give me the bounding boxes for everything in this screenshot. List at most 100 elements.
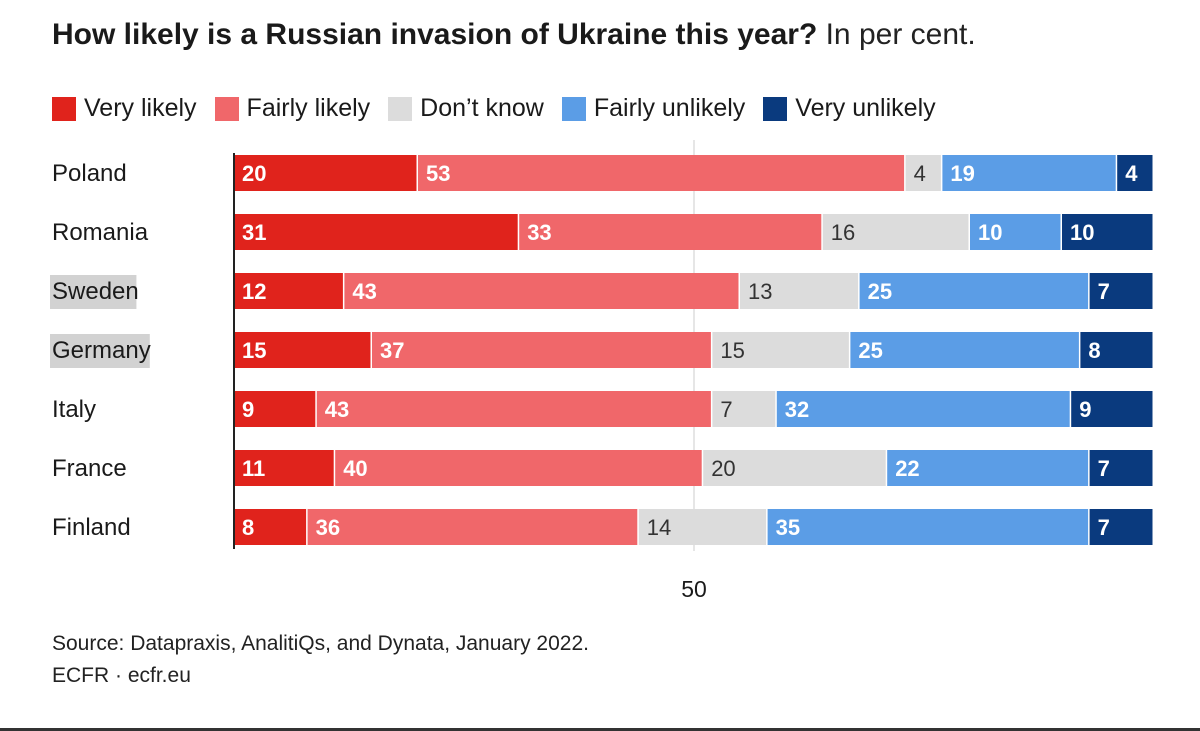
- bar-segment: [740, 273, 859, 309]
- data-label: 15: [720, 338, 744, 363]
- legend-item-very-likely: Very likely: [52, 94, 197, 123]
- bar-segment: [703, 450, 886, 486]
- stacked-bar-chart: Poland 20 53 4 19 4 Romania 31 33 16 10 10 Sweden 12 4…: [50, 140, 1153, 600]
- category-label: Italy: [52, 396, 96, 423]
- bar-segment: [859, 273, 1089, 309]
- data-label: 16: [831, 220, 855, 245]
- bar-segment: [712, 391, 776, 427]
- bar-segment: [234, 509, 307, 545]
- data-label: 32: [785, 397, 809, 422]
- chart-title-unit: In per cent.: [817, 18, 976, 51]
- bar-segment: [1062, 214, 1153, 250]
- data-label: 10: [978, 220, 1002, 245]
- legend-label: Very likely: [84, 94, 197, 122]
- bar-segment: [712, 332, 849, 368]
- bar-segment: [767, 509, 1089, 545]
- data-label: 7: [1098, 515, 1110, 540]
- bar-segment: [1089, 273, 1153, 309]
- category-label-highlight: [50, 334, 150, 368]
- data-label: 37: [380, 338, 404, 363]
- bar-segment: [822, 214, 969, 250]
- data-label: 7: [1098, 279, 1110, 304]
- bar-segment: [234, 214, 518, 250]
- bar-segment: [887, 450, 1089, 486]
- bar-segment: [638, 509, 767, 545]
- bar-segment: [307, 509, 638, 545]
- chart-title: How likely is a Russian invasion of Ukra…: [52, 18, 976, 52]
- legend-item-fairly-unlikely: Fairly unlikely: [561, 94, 746, 123]
- data-label: 31: [242, 220, 266, 245]
- bar-segment: [316, 391, 711, 427]
- bar-segment: [776, 391, 1070, 427]
- legend-label: Don’t know: [420, 94, 544, 122]
- category-label: Poland: [52, 160, 127, 187]
- data-label: 4: [914, 161, 926, 186]
- category-label: Finland: [52, 514, 131, 541]
- bar-segment: [519, 214, 822, 250]
- data-label: 25: [868, 279, 892, 304]
- legend-swatch: [214, 96, 239, 121]
- category-label-highlight: [50, 275, 137, 309]
- legend-swatch: [763, 96, 788, 121]
- data-label: 8: [1088, 338, 1100, 363]
- data-label: 15: [242, 338, 266, 363]
- data-label: 7: [720, 397, 732, 422]
- category-label: Sweden: [52, 278, 139, 305]
- data-label: 9: [242, 397, 254, 422]
- bar-segment: [234, 450, 334, 486]
- bottom-rule: [0, 728, 1200, 731]
- bar-segment: [1089, 509, 1153, 545]
- bar-segment: [1117, 155, 1153, 191]
- data-label: 33: [527, 220, 551, 245]
- source-note: Source: Datapraxis, AnalitiQs, and Dynat…: [52, 628, 589, 692]
- data-label: 43: [325, 397, 349, 422]
- data-label: 10: [1070, 220, 1094, 245]
- data-label: 13: [748, 279, 772, 304]
- data-label: 25: [858, 338, 882, 363]
- bar-segment: [1071, 391, 1153, 427]
- data-label: 36: [316, 515, 340, 540]
- bar-segment: [234, 155, 417, 191]
- bar-segment: [372, 332, 711, 368]
- legend-swatch: [52, 96, 76, 121]
- bar-segment: [335, 450, 702, 486]
- bar-segment: [970, 214, 1061, 250]
- bar-segment: [344, 273, 739, 309]
- category-label: France: [52, 455, 127, 482]
- legend-swatch: [561, 96, 586, 121]
- data-label: 20: [242, 161, 266, 186]
- data-label: 14: [647, 515, 671, 540]
- legend-label: Fairly likely: [246, 94, 371, 122]
- legend-swatch: [388, 96, 413, 121]
- bar-segment: [1089, 450, 1153, 486]
- credit-line: ECFR · ecfr.eu: [52, 664, 191, 687]
- data-label: 19: [950, 161, 974, 186]
- x-tick-label: 50: [681, 576, 707, 600]
- bar-segment: [905, 155, 941, 191]
- legend-item-dont-know: Don’t know: [388, 94, 544, 123]
- data-label: 4: [1125, 161, 1138, 186]
- data-label: 9: [1079, 397, 1091, 422]
- data-label: 22: [895, 456, 919, 481]
- bar-segment: [1080, 332, 1153, 368]
- bar-segment: [942, 155, 1116, 191]
- chart-title-main: How likely is a Russian invasion of Ukra…: [52, 18, 818, 51]
- bar-segment: [850, 332, 1079, 368]
- legend-item-very-unlikely: Very unlikely: [763, 94, 936, 123]
- bar-segment: [418, 155, 905, 191]
- data-label: 53: [426, 161, 450, 186]
- data-label: 43: [352, 279, 376, 304]
- category-label: Romania: [52, 219, 149, 246]
- data-label: 7: [1098, 456, 1110, 481]
- data-label: 11: [242, 456, 265, 481]
- data-label: 20: [711, 456, 735, 481]
- legend-label: Fairly unlikely: [593, 94, 746, 122]
- data-label: 40: [343, 456, 367, 481]
- data-label: 35: [776, 515, 800, 540]
- source-line: Source: Datapraxis, AnalitiQs, and Dynat…: [52, 632, 589, 655]
- bar-segment: [234, 332, 371, 368]
- legend-item-fairly-likely: Fairly likely: [214, 94, 371, 123]
- data-label: 8: [242, 515, 254, 540]
- bar-segment: [234, 391, 316, 427]
- data-label: 12: [242, 279, 266, 304]
